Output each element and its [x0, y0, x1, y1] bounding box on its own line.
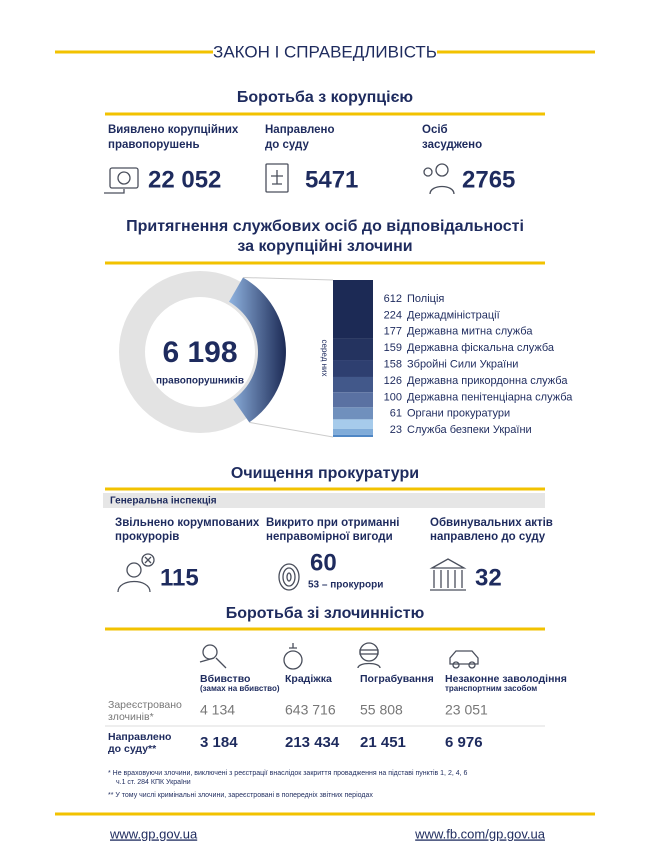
- subtitle: Генеральна інспекція: [110, 496, 217, 507]
- section-title: за корупційні злочини: [237, 238, 412, 255]
- cell-value: 213 434: [285, 734, 340, 751]
- cell-value: 3 184: [200, 734, 238, 751]
- stat-label: Виявлено корупційних: [108, 124, 239, 136]
- column-header: транспортним засобом: [445, 684, 537, 693]
- row-label: злочинів*: [108, 711, 154, 723]
- row-label: Направлено: [108, 731, 171, 743]
- item-value: 126: [384, 375, 402, 387]
- icon-murder: [199, 644, 227, 669]
- stack-segment: [333, 338, 373, 361]
- page-title: ЗАКОН І СПРАВЕДЛИВІСТЬ: [213, 42, 437, 61]
- cell-value: 643 716: [285, 702, 336, 718]
- item-name: Державна пенітенціарна служба: [407, 391, 573, 403]
- stat-label: Направлено: [265, 124, 335, 136]
- stat-label: Звільнено корумпованих: [115, 517, 260, 529]
- donut-highlight: [229, 277, 286, 423]
- stat-label: Осіб: [422, 124, 448, 136]
- stat-note: 53 – прокурори: [308, 580, 383, 591]
- item-name: Органи прокуратури: [407, 408, 510, 420]
- donut-total-label: правопорушників: [156, 376, 244, 387]
- item-value: 61: [390, 408, 402, 420]
- stat-value: 2765: [462, 166, 515, 193]
- stack-segment: [333, 280, 373, 339]
- icon-convict: [423, 163, 455, 195]
- cell-value: 23 051: [445, 702, 488, 718]
- stack-segment: [333, 434, 373, 437]
- icon-car: [449, 650, 479, 669]
- icon-robbery: [357, 642, 381, 669]
- footnote: ** У тому числі кримінальні злочини, зар…: [108, 791, 373, 799]
- stack-segment: [333, 419, 373, 429]
- stat-value: 32: [475, 564, 502, 591]
- item-value: 159: [384, 342, 402, 354]
- stat-label: правопорушень: [108, 139, 200, 151]
- footnote: ч.1 ст. 284 КПК України: [116, 779, 191, 786]
- stat-label: направлено до суду: [430, 531, 546, 543]
- stat-value: 5471: [305, 166, 358, 193]
- donut-total: 6 198: [162, 336, 237, 369]
- subtitle-bar: [103, 493, 545, 508]
- connector: [242, 277, 334, 281]
- stat-label: засуджено: [422, 139, 482, 151]
- section-title: Боротьба зі злочинністю: [226, 605, 425, 622]
- footer-link[interactable]: www.gp.gov.ua: [109, 826, 198, 841]
- footer-link[interactable]: www.fb.com/gp.gov.ua: [414, 826, 546, 841]
- column-header: Вбивство: [200, 673, 250, 685]
- stack-segment: [333, 360, 373, 377]
- icon-fingerprint: [278, 563, 300, 591]
- stat-value: 60: [310, 549, 337, 576]
- item-name: Збройні Сили України: [407, 359, 518, 371]
- stat-label: прокурорів: [115, 531, 179, 543]
- icon-money: [104, 167, 139, 194]
- row-label: до суду**: [108, 743, 157, 755]
- item-name: Служба безпеки України: [407, 424, 532, 436]
- stat-value: 22 052: [148, 166, 221, 193]
- stack-segment: [333, 428, 373, 435]
- stat-label: до суду: [265, 139, 309, 151]
- item-name: Держадміністрації: [407, 309, 500, 321]
- stat-label: неправомірної вигоди: [266, 531, 393, 543]
- item-name: Державна фіскальна служба: [407, 342, 555, 354]
- icon-theft: [283, 643, 303, 670]
- item-name: Поліція: [407, 293, 444, 305]
- footnote: * Не враховуючи злочини, виключені з реє…: [108, 769, 468, 777]
- stack-segment: [333, 376, 373, 393]
- stat-value: 115: [160, 564, 199, 591]
- icon-court: [265, 163, 289, 193]
- column-header: (замах на вбивство): [200, 684, 280, 693]
- stack-segment: [333, 407, 373, 420]
- stat-label: Викрито при отриманні: [266, 517, 399, 529]
- section-title: Боротьба з корупцією: [237, 89, 414, 106]
- icon-building: [429, 558, 467, 591]
- cell-value: 6 976: [445, 734, 483, 751]
- section-title: Очищення прокуратури: [231, 465, 419, 482]
- row-label: Зареєстровано: [108, 699, 182, 711]
- item-value: 612: [384, 293, 402, 305]
- cell-value: 4 134: [200, 702, 235, 718]
- icon-fired: [117, 553, 155, 593]
- cell-value: 55 808: [360, 702, 403, 718]
- stat-label: Обвинувальних актів: [430, 517, 553, 529]
- item-value: 23: [390, 424, 402, 436]
- connector: [249, 421, 334, 438]
- item-name: Державна митна служба: [407, 326, 533, 338]
- section-title: Притягнення службових осіб до відповідал…: [126, 218, 524, 235]
- stack-segment: [333, 392, 373, 408]
- column-header: Крадіжка: [285, 673, 332, 685]
- item-value: 100: [384, 391, 402, 403]
- cell-value: 21 451: [360, 734, 406, 751]
- item-name: Державна прикордонна служба: [407, 375, 568, 387]
- item-value: 177: [384, 326, 402, 338]
- item-value: 158: [384, 359, 402, 371]
- column-header: Пограбування: [360, 673, 434, 685]
- breakdown-label: серед них: [320, 340, 329, 377]
- column-header: Незаконне заволодіння: [445, 673, 567, 685]
- item-value: 224: [384, 309, 402, 321]
